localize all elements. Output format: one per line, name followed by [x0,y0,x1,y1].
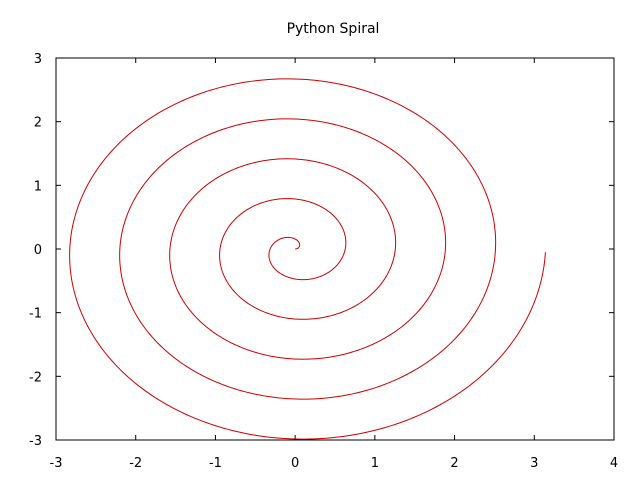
y-tick-label: 1 [34,179,42,194]
x-tick-label: 1 [371,456,379,471]
y-tick-label: -3 [29,434,42,449]
y-tick-label: 2 [34,116,42,131]
y-tick-label: 0 [34,243,42,258]
y-tick-label: 3 [34,52,42,67]
axis-tick-labels: -3 -2 -1 0 1 2 3 4 -3 -2 -1 0 1 2 3 [29,52,618,471]
plot-frame [55,57,615,441]
y-tick-label: -2 [29,370,42,385]
x-tick-label: 2 [450,456,458,471]
x-tick-label: -1 [209,456,222,471]
x-tick-label: -2 [129,456,142,471]
x-tick-label: 3 [530,456,538,471]
chart-title: Python Spiral [287,21,380,37]
axis-ticks [55,57,615,441]
x-tick-label: 4 [610,456,618,471]
series-line-spiral [69,78,546,440]
x-tick-label: -3 [50,456,63,471]
x-tick-label: 0 [291,456,299,471]
y-tick-label: -1 [29,307,42,322]
